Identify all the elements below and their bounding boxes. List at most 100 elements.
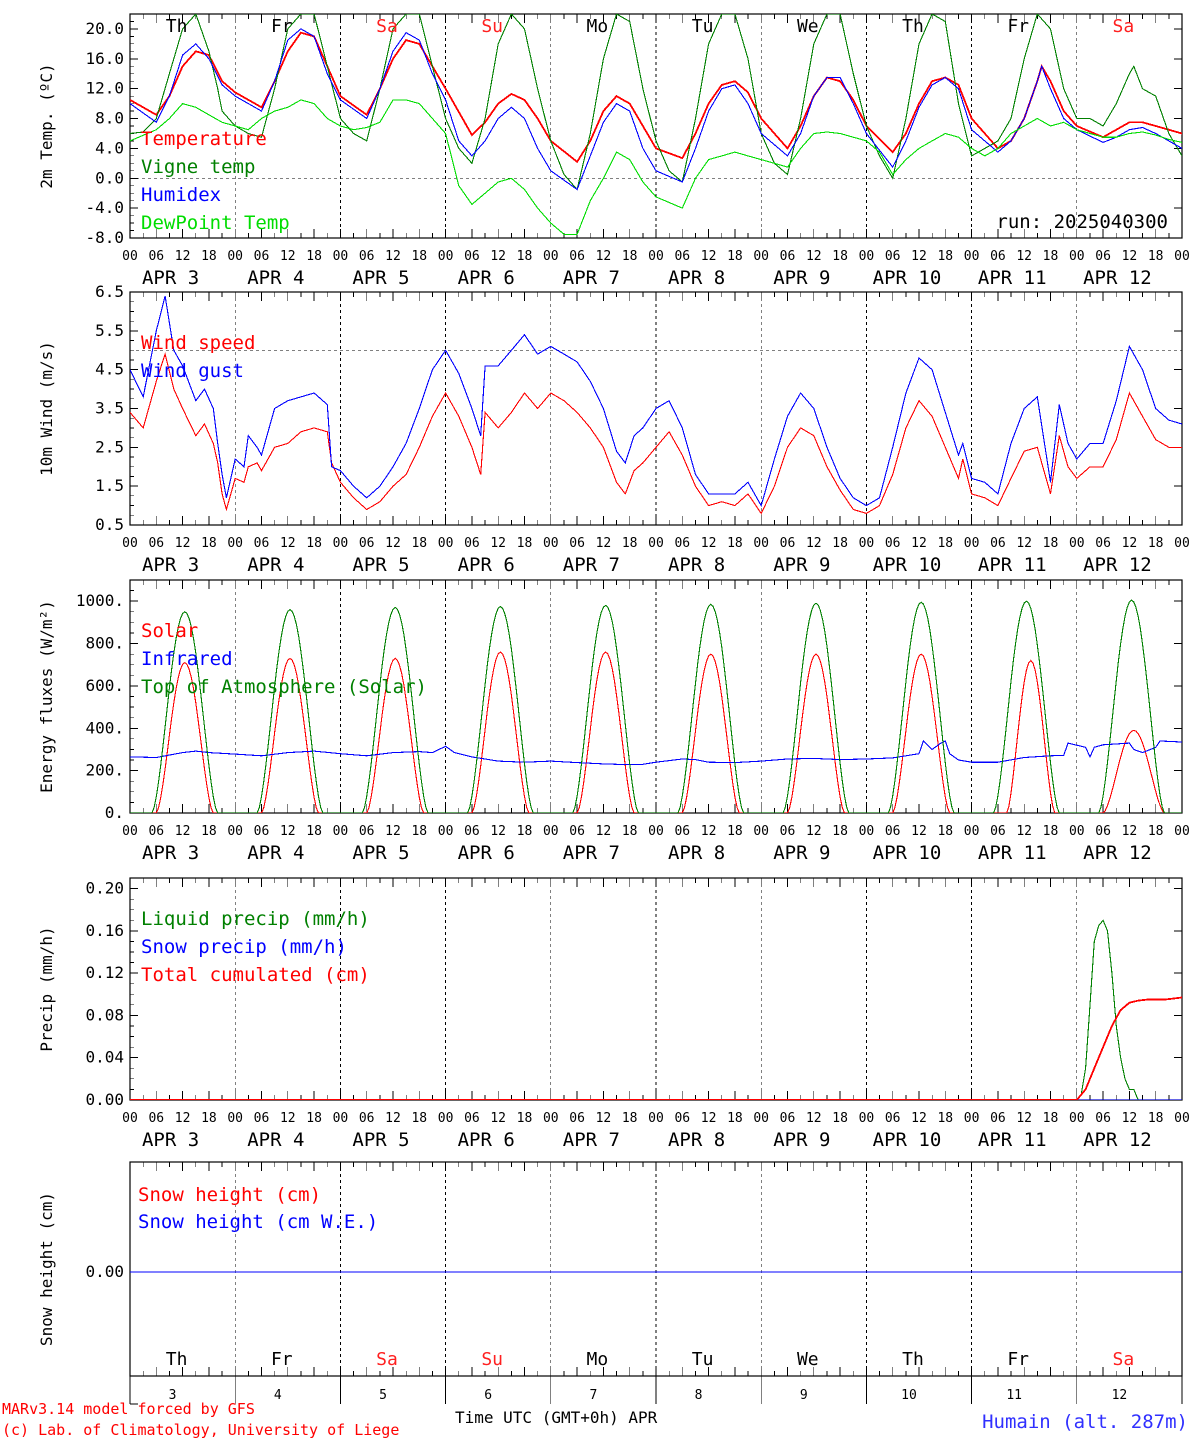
hour-tick-label: 06 [1095, 1111, 1111, 1126]
hour-tick-label: 18 [201, 824, 217, 839]
y-tick-label: 0.20 [85, 879, 124, 898]
date-label: APR 11 [978, 267, 1047, 289]
panel-3: 0. 200. 400. 600. 800. 1000. Energy fluxes (W/… [37, 579, 1190, 864]
date-label: APR 5 [352, 842, 409, 864]
day-date-label: 11 [1006, 1388, 1022, 1403]
hour-tick-label: 18 [1148, 249, 1164, 264]
hour-tick-label: 18 [622, 249, 638, 264]
hour-tick-label: 00 [333, 536, 349, 551]
hour-tick-label: 06 [359, 1111, 375, 1126]
y-tick-label: 5.5 [95, 321, 124, 340]
y-tick-label: 0.04 [85, 1048, 124, 1067]
date-label: APR 8 [668, 267, 725, 289]
hour-tick-label: 12 [911, 536, 927, 551]
date-label: APR 3 [142, 267, 199, 289]
day-date-label: 12 [1112, 1388, 1128, 1403]
hour-tick-label: 18 [1043, 1111, 1059, 1126]
date-label: APR 10 [873, 1129, 942, 1151]
legend-entry: Snow precip (mm/h) [141, 936, 347, 958]
hour-tick-label: 00 [648, 1111, 664, 1126]
series-line-wind-gust [130, 295, 1182, 508]
y-tick-label: 6.5 [95, 282, 124, 301]
y-axis-label: Snow height (cm) [37, 1192, 56, 1346]
hour-tick-label: 00 [1174, 249, 1190, 264]
day-date-label: 9 [800, 1388, 808, 1403]
series-line-top-of-atmosphere-solar [130, 599, 1182, 813]
date-label: APR 4 [247, 554, 304, 576]
hour-tick-label: 18 [1043, 249, 1059, 264]
hour-tick-label: 18 [1148, 1111, 1164, 1126]
hour-tick-label: 06 [254, 536, 270, 551]
hour-tick-label: 00 [1174, 536, 1190, 551]
station-label: Humain (alt. 287m) [982, 1411, 1188, 1433]
hour-tick-label: 06 [359, 249, 375, 264]
y-tick-label: 20.0 [85, 19, 124, 38]
hour-tick-label: 00 [753, 536, 769, 551]
hour-tick-label: 06 [148, 249, 164, 264]
date-label: APR 5 [352, 554, 409, 576]
legend-entry: Total cumulated (cm) [141, 964, 370, 986]
hour-tick-label: 18 [937, 249, 953, 264]
date-label: APR 4 [247, 267, 304, 289]
hour-tick-label: 00 [648, 536, 664, 551]
day-date-label: 10 [901, 1388, 917, 1403]
hour-tick-label: 00 [1069, 1111, 1085, 1126]
day-name-label: Sa [1113, 16, 1135, 37]
hour-tick-label: 18 [306, 536, 322, 551]
hour-tick-label: 18 [517, 536, 533, 551]
hour-tick-label: 18 [306, 249, 322, 264]
hour-tick-label: 18 [1148, 824, 1164, 839]
y-tick-label: 3.5 [95, 399, 124, 418]
y-tick-label: 0. [105, 803, 124, 822]
hour-tick-label: 00 [1069, 536, 1085, 551]
hour-tick-label: 00 [122, 536, 138, 551]
panel-4: 0.00 0.04 0.08 0.12 0.16 0.20 Precip (mm/h) 00 0… [37, 877, 1190, 1151]
date-label: APR 10 [873, 842, 942, 864]
day-name-label: Sa [376, 16, 398, 37]
hour-tick-label: 18 [937, 824, 953, 839]
y-tick-label: 1000. [76, 591, 124, 610]
hour-tick-label: 00 [227, 824, 243, 839]
hour-tick-label: 12 [701, 824, 717, 839]
hour-tick-label: 00 [122, 824, 138, 839]
hour-tick-label: 12 [175, 1111, 191, 1126]
day-name-label: Mo [587, 16, 609, 37]
hour-tick-label: 18 [517, 1111, 533, 1126]
hour-tick-label: 00 [438, 824, 454, 839]
hour-tick-label: 12 [280, 1111, 296, 1126]
hour-tick-label: 00 [227, 249, 243, 264]
y-tick-label: 4.0 [95, 138, 124, 157]
hour-tick-label: 18 [832, 536, 848, 551]
hour-tick-label: 12 [490, 1111, 506, 1126]
legend-entry: Infrared [141, 648, 233, 670]
hour-tick-label: 18 [727, 536, 743, 551]
hour-tick-label: 18 [1043, 824, 1059, 839]
y-axis-label: 2m Temp. (ºC) [37, 63, 56, 188]
hour-tick-label: 00 [1069, 824, 1085, 839]
hour-tick-label: 00 [1174, 824, 1190, 839]
hour-tick-label: 12 [175, 536, 191, 551]
hour-tick-label: 00 [859, 1111, 875, 1126]
day-name-label: Fr [271, 1349, 293, 1370]
date-label: APR 9 [773, 842, 830, 864]
hour-tick-label: 18 [201, 1111, 217, 1126]
hour-tick-label: 00 [648, 824, 664, 839]
series-group [130, 599, 1182, 813]
hour-tick-label: 18 [727, 824, 743, 839]
hour-tick-label: 18 [727, 249, 743, 264]
day-date-label: 4 [274, 1388, 282, 1403]
hour-tick-label: 12 [911, 249, 927, 264]
hour-tick-label: 00 [543, 249, 559, 264]
hour-tick-label: 06 [254, 1111, 270, 1126]
hour-tick-label: 12 [701, 536, 717, 551]
series-group [130, 295, 1182, 515]
hour-tick-label: 00 [964, 1111, 980, 1126]
day-date-label: 3 [169, 1388, 177, 1403]
series-line-infrared [130, 740, 1182, 766]
date-label: APR 11 [978, 1129, 1047, 1151]
legend-entry: Snow height (cm) [138, 1184, 321, 1206]
legend-entry: Top of Atmosphere (Solar) [141, 676, 427, 698]
hour-tick-label: 00 [438, 249, 454, 264]
hour-tick-label: 06 [359, 536, 375, 551]
hour-tick-label: 00 [227, 1111, 243, 1126]
